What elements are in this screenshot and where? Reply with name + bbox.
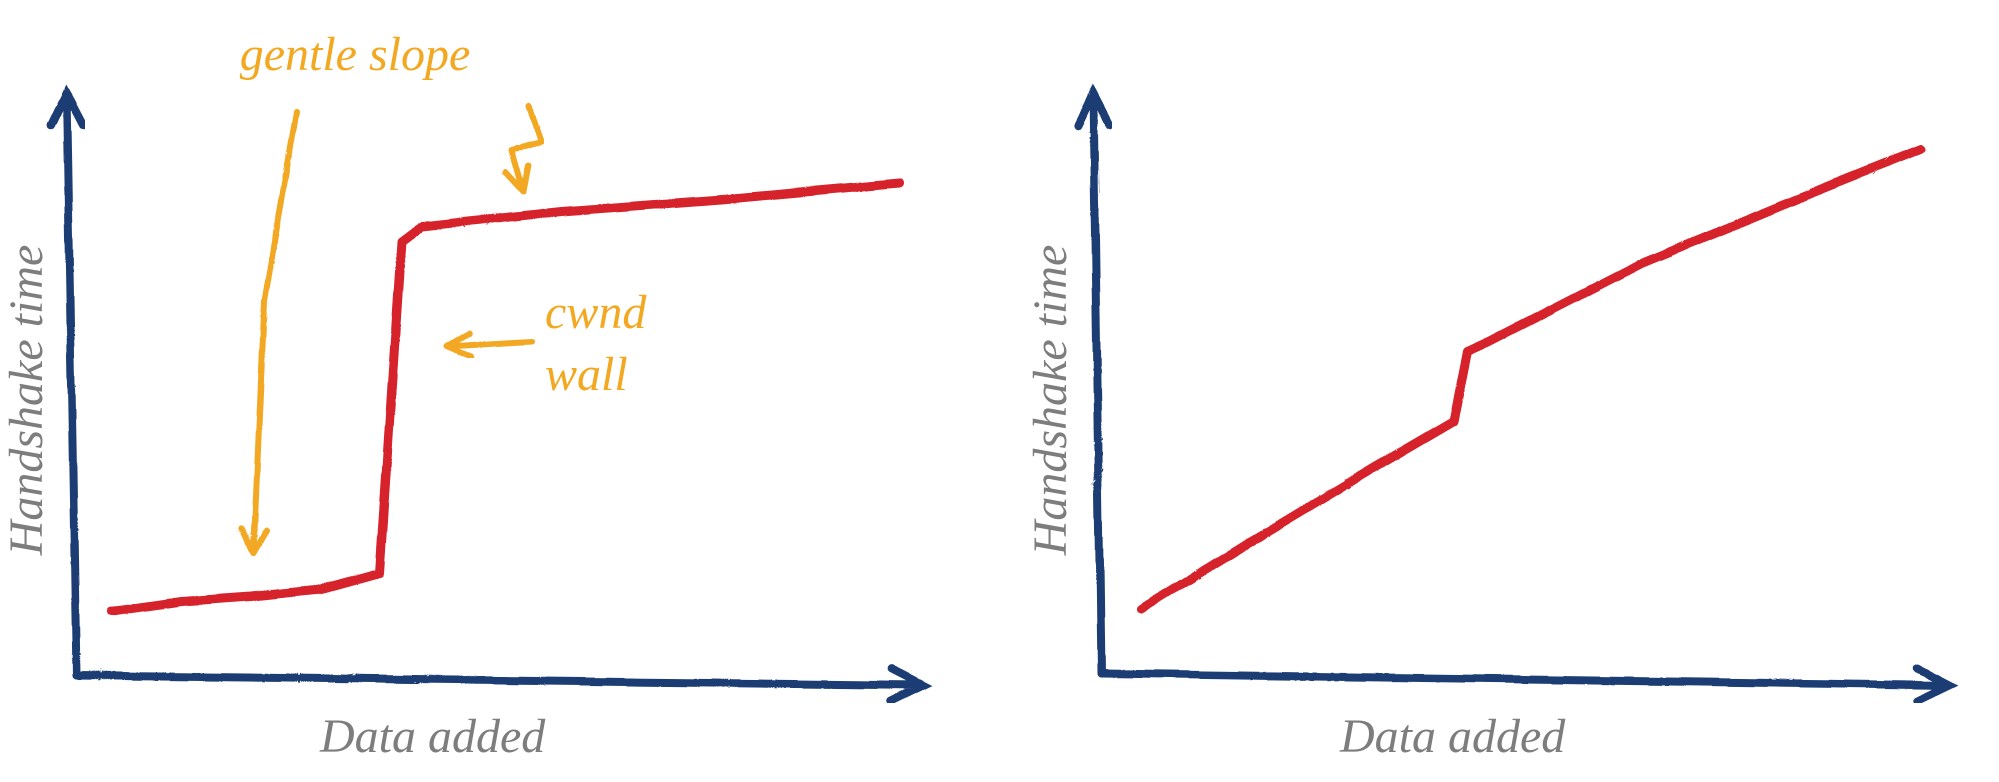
cwnd-wall-label: cwndwall [545,286,647,401]
right-y-axis-label: Handshake time [1024,245,1077,557]
right-x-axis-label: Data added [1339,710,1566,763]
cwnd-wall-arrow-0 [445,332,530,356]
left-chart: Data added Handshake time gentle slope cw… [0,28,922,763]
sketch-charts: Data added Handshake time gentle slope cw… [0,0,1999,782]
left-data-line [110,182,898,610]
left-annotations: gentle slope cwndwall [240,28,648,552]
left-y-axis [50,92,82,674]
right-chart: Data added Handshake time [1024,92,1948,763]
gentle-slope-label: gentle slope [240,28,471,81]
left-y-axis-label: Handshake time [0,245,53,557]
left-x-axis-label: Data added [319,710,546,763]
gentle-slope-arrow-1 [504,105,540,190]
right-data-line [1140,148,1920,608]
left-x-axis [75,668,922,700]
gentle-slope-arrow-0 [241,110,295,552]
right-x-axis [1100,668,1948,700]
right-y-axis [1076,92,1108,672]
